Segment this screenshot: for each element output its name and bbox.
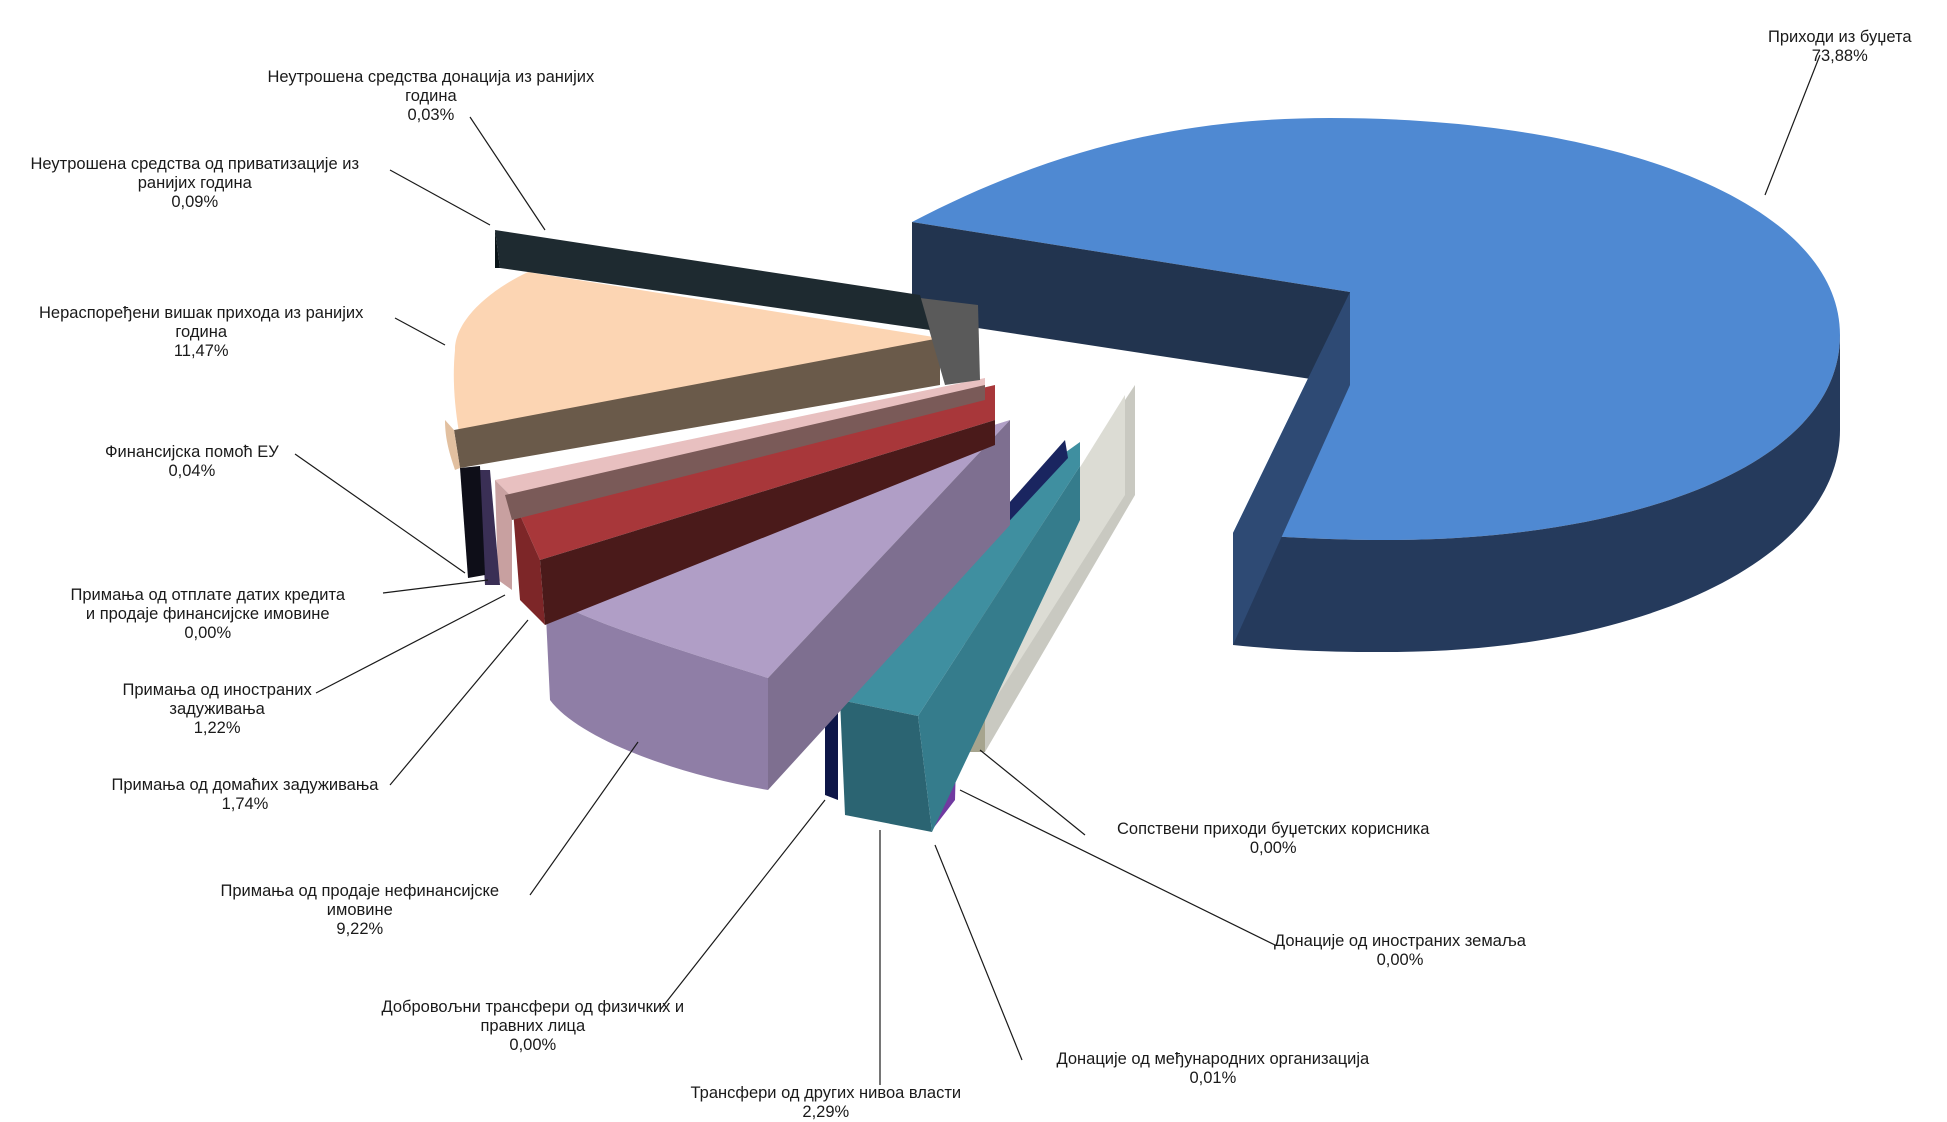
label-text: Примања од отплате датих кредита: [70, 586, 346, 604]
label-value: 1,74%: [221, 795, 269, 813]
slice-неутрошена-средства-донација-из-ранијих-година: [495, 230, 930, 330]
slice-side: [445, 420, 460, 470]
label-text: Примања од иностраних: [122, 681, 312, 699]
leader-line-сопствени-приходи-буџетских-корисника: [979, 749, 1086, 836]
label-value: 11,47%: [173, 342, 229, 360]
label-value: 0,00%: [184, 624, 232, 642]
label-примања-од-иностраних-задуживања: Примања од иностраних задуживања 1,22%: [123, 681, 312, 738]
slice-примања-од-домаћих-задуживања: [512, 385, 995, 625]
leader-lines: [294, 54, 1821, 1085]
label-донације-од-међународних-организација: Донације од међународних организација 0,0…: [1057, 1050, 1370, 1088]
leader-line-неутрошена-средства-од-приватизације-из-ранијих-година: [389, 169, 491, 226]
label-value: 9,22%: [336, 920, 384, 938]
slice-top: [512, 385, 995, 560]
slice-side: [495, 230, 500, 268]
label-трансфери-од-других-нивоа-власти: Трансфери од других нивоа власти 2,29%: [691, 1084, 962, 1122]
label-value: 0,00%: [509, 1036, 557, 1054]
label-text: имовине: [326, 901, 393, 919]
slice-side: [460, 466, 485, 578]
leader-line-неутрошена-средства-донација-из-ранијих-година: [469, 116, 546, 231]
label-text: Неутрошена средства донација из ранијих: [267, 68, 595, 86]
slice-side: [512, 497, 545, 625]
label-text: ранијих година: [137, 174, 252, 192]
label-text: Трансфери од других нивоа власти: [690, 1084, 962, 1102]
slice-cut-right: [1233, 292, 1350, 645]
label-text: Сопствени приходи буџетских корисника: [1117, 820, 1430, 838]
pie-slices: [445, 118, 1840, 832]
slice-top: [495, 230, 930, 330]
label-value: 0,04%: [168, 462, 216, 480]
leader-line-примања-од-продаје-нефинансијске-имовине: [529, 741, 639, 896]
slice-cut: [912, 222, 1350, 385]
leader-line-добровољни-трансфери-од-физичких-и-правних-лица: [659, 799, 826, 1011]
label-text: правних лица: [480, 1017, 586, 1035]
label-text: година: [405, 87, 457, 105]
slice-cut: [505, 385, 985, 520]
slice-side: [1233, 335, 1840, 652]
label-text: Примања од продаје нефинансијске: [220, 882, 500, 900]
leader-line-нераспоређени-вишак-прихода-из-ранијих-година: [394, 317, 446, 346]
leader-line-примања-од-отплате-датих-кредита-и-продаје-финансијске-имовине: [382, 579, 489, 594]
slice-side: [840, 700, 932, 832]
leader-line-финансијска-помоћ-еу: [294, 453, 466, 574]
slice-side: [825, 705, 838, 800]
label-text: задуживања: [169, 700, 265, 718]
leader-line-донације-од-иностраних-земаља: [959, 789, 1276, 946]
label-value: 0,00%: [1249, 839, 1297, 857]
label-value: 2,29%: [802, 1103, 850, 1121]
slice-side: [545, 595, 768, 790]
label-value: 73,88%: [1811, 47, 1868, 65]
label-text: година: [175, 323, 227, 341]
slice-нераспоређени-вишак-прихода-из-ранијих-година: [445, 272, 940, 470]
label-text: Финансијска помоћ ЕУ: [105, 443, 279, 461]
label-финансијска-помоћ-еу: Финансијска помоћ ЕУ 0,04%: [105, 443, 279, 481]
label-value: 0,09%: [171, 193, 219, 211]
label-text: Донације од међународних организација: [1056, 1050, 1370, 1068]
slice-cut: [918, 466, 1080, 832]
label-нераспоређени-вишак-прихода-из-ранијих-година: Нераспоређени вишак прихода из ранијих го…: [39, 304, 363, 361]
label-приходи-из-буџета: Приходи из буџета 73,88%: [1768, 28, 1912, 66]
slice-top: [912, 118, 1840, 540]
label-text: Неутрошена средства од приватизације из: [30, 155, 360, 173]
label-неутрошена-средства-донација-из-ранијих-година: Неутрошена средства донација из ранијих г…: [268, 68, 595, 125]
label-text: Примања од домаћих задуживања: [111, 776, 379, 794]
label-сопствени-приходи-буџетских-корисника: Сопствени приходи буџетских корисника 0,0…: [1117, 820, 1429, 858]
slice-top: [453, 272, 940, 438]
label-добровољни-трансфери-од-физичких-и-правних-лица: Добровољни трансфери од физичких и правни…: [382, 998, 685, 1055]
slice-top: [495, 378, 985, 497]
label-примања-од-отплате-датих-кредита-и-продаје-финансијске-имовине: Примања од отплате датих кредита и продај…: [71, 586, 346, 643]
slice-приходи-из-буџета: [912, 118, 1840, 652]
slice-примања-од-иностраних-задуживања: [495, 378, 985, 590]
leader-line-донације-од-међународних-организација: [934, 844, 1023, 1061]
slice-финансијска-помоћ-еу: [460, 466, 485, 578]
slice-cut: [540, 420, 995, 625]
slice-side: [495, 480, 512, 590]
leader-line-приходи-из-буџета: [1764, 54, 1821, 196]
label-value: 0,01%: [1189, 1069, 1237, 1087]
leader-line-примања-од-домаћих-задуживања: [389, 619, 529, 786]
slice-side: [920, 298, 980, 385]
label-примања-од-продаје-нефинансијске-имовине: Примања од продаје нефинансијске имовине 9…: [221, 882, 500, 939]
label-донације-од-иностраних-земаља: Донације од иностраних земаља 0,00%: [1274, 932, 1526, 970]
slice-cut: [768, 420, 1010, 790]
label-value: 0,00%: [1376, 951, 1424, 969]
label-value: 1,22%: [193, 719, 241, 737]
slice-cut: [454, 338, 940, 468]
label-text: и продаје финансијске имовине: [85, 605, 330, 623]
label-text: Приходи из буџета: [1768, 28, 1912, 46]
label-text: Донације од иностраних земаља: [1274, 932, 1526, 950]
slice-неутрошена-средства-од-приватизације-из-ранијих-година: [920, 298, 980, 385]
label-value: 0,03%: [407, 106, 455, 124]
label-неутрошена-средства-од-приватизације-из-ранијих-година: Неутрошена средства од приватизације из р…: [31, 155, 360, 212]
label-text: Добровољни трансфери од физичких и: [381, 998, 685, 1016]
label-text: Нераспоређени вишак прихода из ранијих: [39, 304, 364, 322]
leader-line-примања-од-иностраних-задуживања: [315, 594, 506, 694]
label-примања-од-домаћих-задуживања: Примања од домаћих задуживања 1,74%: [112, 776, 379, 814]
